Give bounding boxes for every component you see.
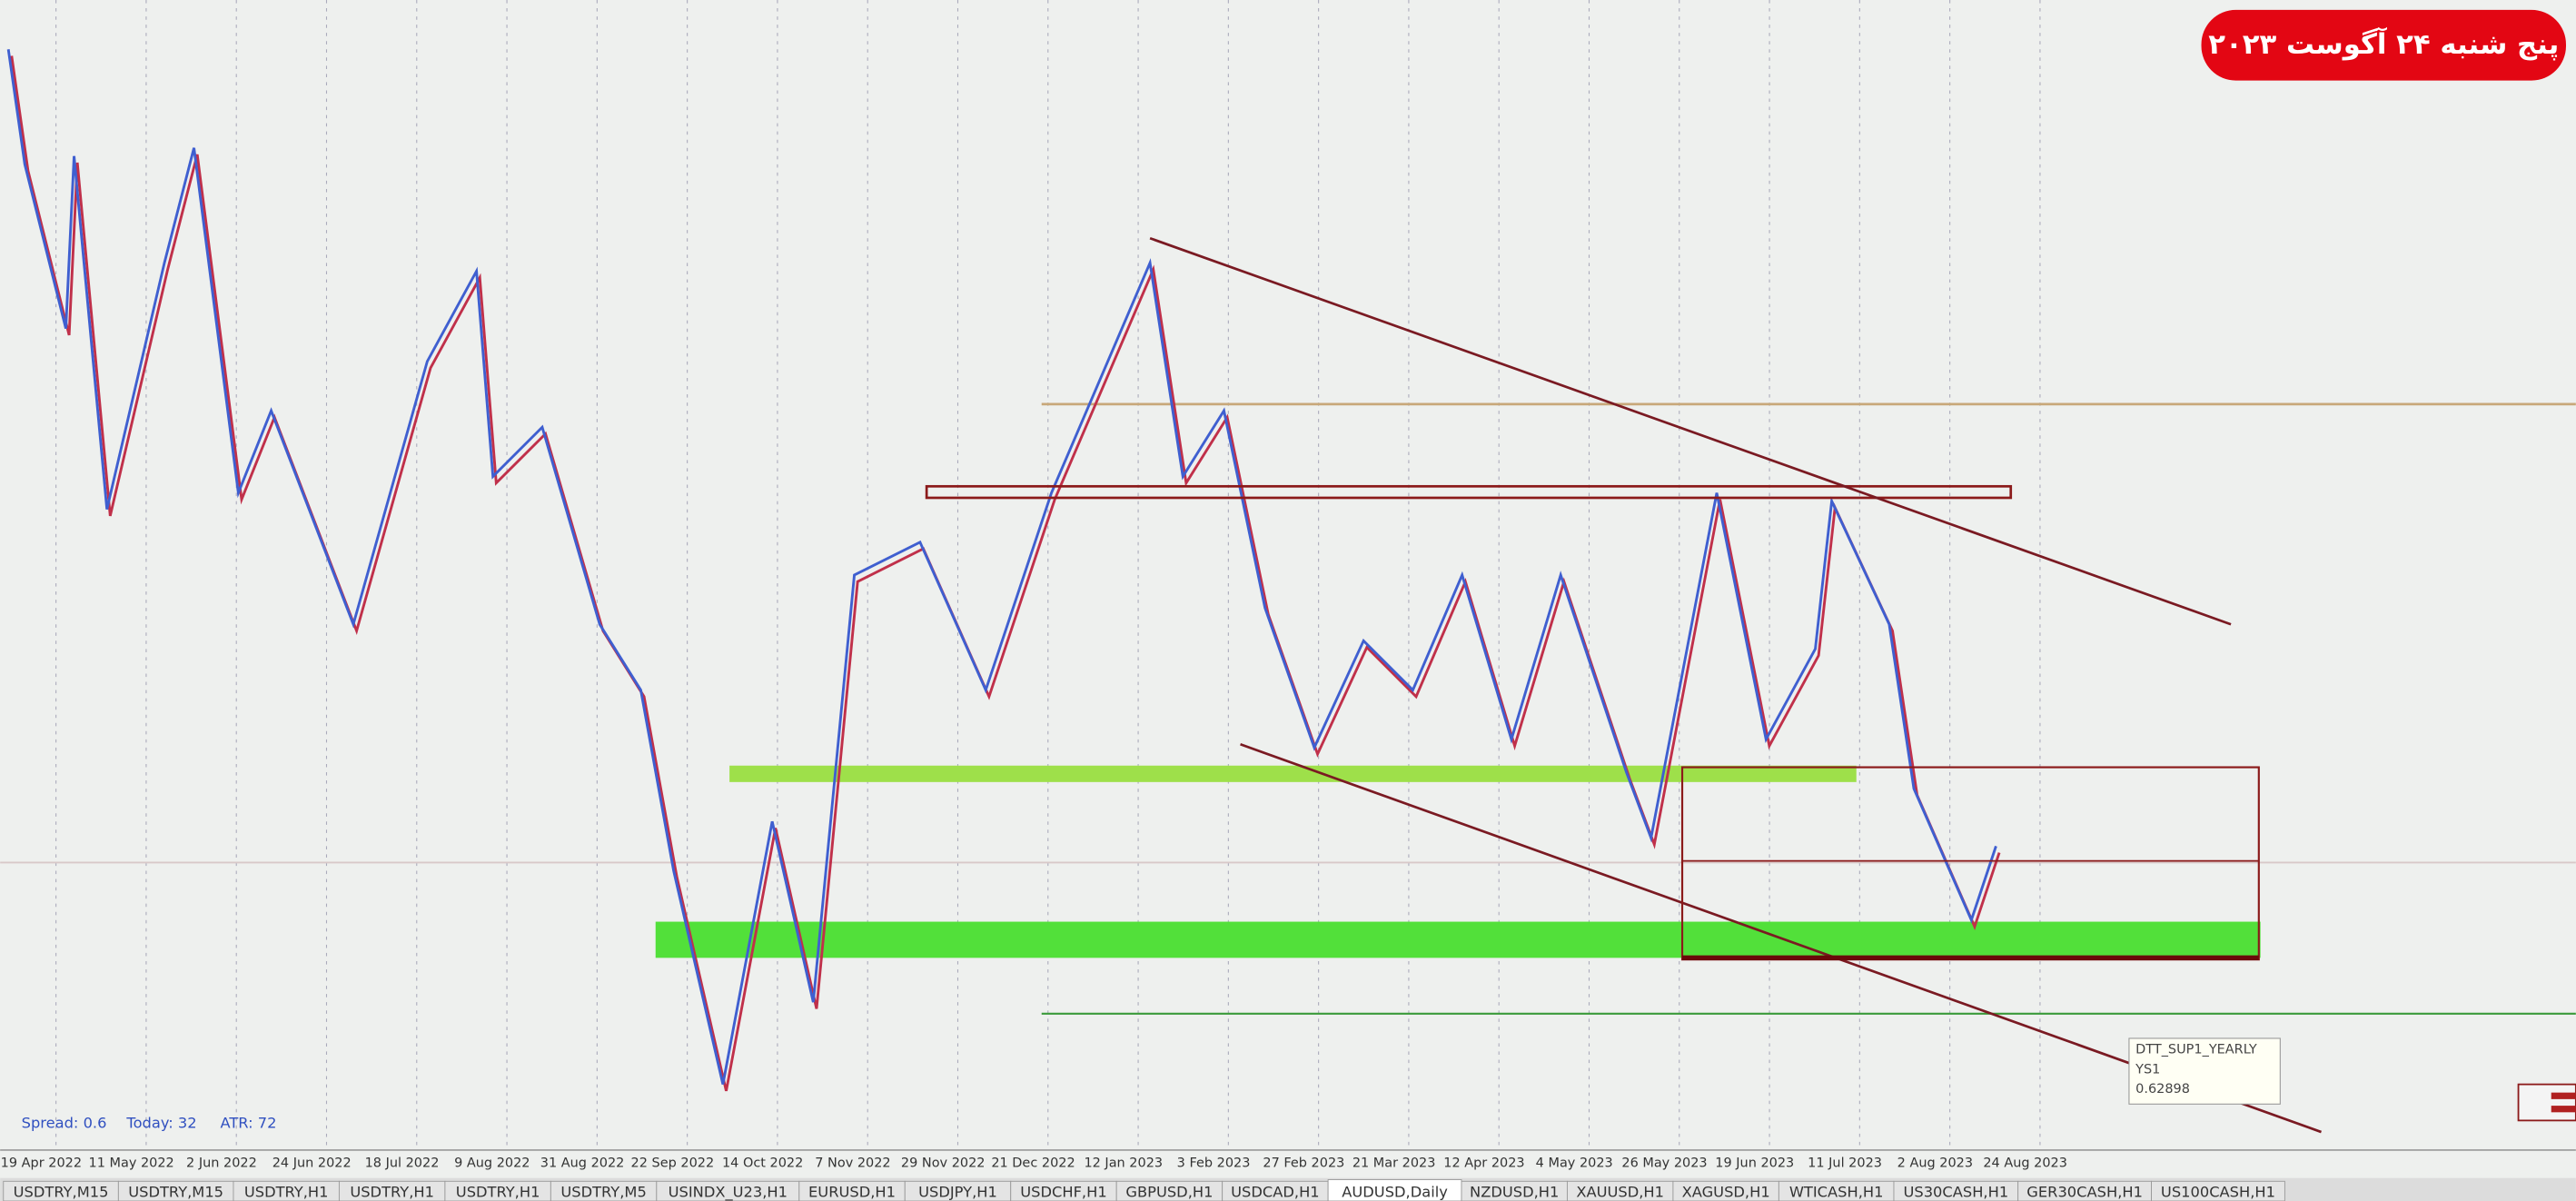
- date-label: 11 May 2022: [89, 1156, 174, 1170]
- date-labels: 19 Apr 2022 11 May 2022 2 Jun 2022 24 Jun 2…: [1, 1156, 2067, 1170]
- tooltip-code: YS1: [2135, 1062, 2160, 1077]
- corner-icon: [2517, 1083, 2576, 1122]
- tab-label: USDJPY,H1: [918, 1183, 997, 1200]
- tab-label: USDCAD,H1: [1231, 1183, 1320, 1200]
- time-axis: [0, 1149, 2576, 1178]
- icon-frame: [2517, 1083, 2576, 1122]
- date-label: 21 Dec 2022: [991, 1156, 1075, 1170]
- tab-label: WTICASH,H1: [1789, 1183, 1884, 1200]
- date-label: 29 Nov 2022: [901, 1156, 986, 1170]
- tab-label: NZDUSD,H1: [1470, 1183, 1559, 1200]
- date-label: 12 Jan 2023: [1084, 1156, 1163, 1170]
- upper-trendline: [1149, 236, 2232, 626]
- tab[interactable]: NZDUSD,H1: [1461, 1180, 1568, 1201]
- banner-text: پنج شنبه ۲۴ آگوست ۲۰۲۳: [2208, 26, 2559, 61]
- tab-label: USDTRY,H1: [456, 1183, 540, 1200]
- tab-bg: [2151, 1180, 2285, 1201]
- chart-area: [0, 0, 2576, 1150]
- tab-label: AUDUSD,Daily: [1342, 1183, 1448, 1200]
- tab[interactable]: US100CASH,H1: [2151, 1180, 2285, 1201]
- tooltip-name: DTT_SUP1_YEARLY: [2135, 1043, 2257, 1057]
- today: Today: 32: [125, 1115, 196, 1132]
- tab-label: EURUSD,H1: [808, 1183, 896, 1200]
- tab-label: USDTRY,H1: [244, 1183, 329, 1200]
- banner-bg: [2201, 9, 2566, 81]
- date-label: 2 Jun 2022: [186, 1156, 257, 1170]
- date-label: 24 Aug 2023: [1983, 1156, 2067, 1170]
- resistance-box: [925, 484, 2013, 500]
- tab-label: GBPUSD,H1: [1125, 1183, 1213, 1200]
- date-label: 26 May 2023: [1621, 1156, 1707, 1170]
- tab[interactable]: USDTRY,M15: [3, 1180, 119, 1201]
- tab[interactable]: WTICASH,H1: [1778, 1180, 1895, 1201]
- date-label: 9 Aug 2022: [454, 1156, 530, 1170]
- tab[interactable]: USDTRY,H1: [338, 1180, 446, 1201]
- tab-label: XAGUSD,H1: [1682, 1183, 1770, 1200]
- date-label: 14 Oct 2022: [722, 1156, 803, 1170]
- date-label: 4 May 2023: [1536, 1156, 1613, 1170]
- tab[interactable]: USINDX_U23,H1: [656, 1180, 800, 1201]
- date-label: 22 Sep 2022: [631, 1156, 715, 1170]
- date-label: 27 Feb 2023: [1263, 1156, 1344, 1170]
- tab-label: GER30CASH,H1: [2026, 1183, 2143, 1200]
- date-label: 3 Feb 2023: [1177, 1156, 1251, 1170]
- tab[interactable]: GBPUSD,H1: [1115, 1180, 1224, 1201]
- tab-label: USDTRY,M15: [128, 1183, 223, 1200]
- icon-bar: [2551, 1106, 2576, 1113]
- banner: پنج شنبه ۲۴ آگوست ۲۰۲۳: [2201, 9, 2566, 81]
- tab-label: USDCHF,H1: [1020, 1183, 1106, 1200]
- icon-bar: [2551, 1092, 2576, 1099]
- tab[interactable]: USDCHF,H1: [1010, 1180, 1117, 1201]
- tab[interactable]: USDCAD,H1: [1222, 1180, 1329, 1201]
- date-label: 19 Jun 2023: [1715, 1156, 1794, 1170]
- price-path-bull: [6, 49, 1997, 1085]
- tab[interactable]: US30CASH,H1: [1893, 1180, 2019, 1201]
- tab[interactable]: USDTRY,H1: [233, 1180, 340, 1201]
- date-label: 19 Apr 2022: [1, 1156, 82, 1170]
- tabs: USDTRY,M15 USDTRY,M15 USDTRY,H1 USDTRY,H1 US…: [3, 1179, 2285, 1201]
- tab[interactable]: XAGUSD,H1: [1672, 1180, 1779, 1201]
- support-zone-light: [729, 765, 1857, 782]
- date-label: 21 Mar 2023: [1352, 1156, 1436, 1170]
- date-label: 11 Jul 2023: [1808, 1156, 1882, 1170]
- tab[interactable]: AUDUSD,Daily: [1327, 1179, 1462, 1201]
- tab-label: XAUUSD,H1: [1576, 1183, 1664, 1200]
- support-zone: [655, 921, 2261, 958]
- tab[interactable]: GER30CASH,H1: [2017, 1180, 2152, 1201]
- tab-label: USINDX_U23,H1: [669, 1183, 788, 1201]
- date-label: 18 Jul 2022: [365, 1156, 440, 1170]
- tab[interactable]: USDTRY,M5: [550, 1180, 658, 1201]
- tab-label: US30CASH,H1: [1903, 1183, 2008, 1200]
- tooltip-price: 0.62898: [2135, 1082, 2190, 1097]
- spread: Spread: 0.6: [22, 1115, 107, 1132]
- tab[interactable]: USDTRY,H1: [444, 1180, 551, 1201]
- tab[interactable]: USDJPY,H1: [904, 1180, 1012, 1201]
- tab-label: US100CASH,H1: [2161, 1183, 2275, 1200]
- tab-label: USDTRY,M5: [560, 1183, 646, 1200]
- tooltip-box: [2128, 1037, 2281, 1105]
- tab[interactable]: EURUSD,H1: [798, 1180, 906, 1201]
- date-label: 7 Nov 2022: [815, 1156, 890, 1170]
- date-label: 2 Aug 2023: [1897, 1156, 1973, 1170]
- status-info: Spread: 0.6 Today: 32 ATR: 72: [22, 1115, 277, 1132]
- atr: ATR: 72: [220, 1115, 276, 1132]
- tab[interactable]: USDTRY,M15: [117, 1180, 234, 1201]
- tooltip: DTT_SUP1_YEARLY YS1 0.62898: [2128, 1037, 2281, 1105]
- date-label: 12 Apr 2023: [1443, 1156, 1524, 1170]
- tab-label: USDTRY,H1: [350, 1183, 434, 1200]
- tab[interactable]: XAUUSD,H1: [1566, 1180, 1674, 1201]
- date-label: 24 Jun 2022: [272, 1156, 352, 1170]
- tab-label: USDTRY,M15: [14, 1183, 109, 1200]
- date-label: 31 Aug 2022: [540, 1156, 625, 1170]
